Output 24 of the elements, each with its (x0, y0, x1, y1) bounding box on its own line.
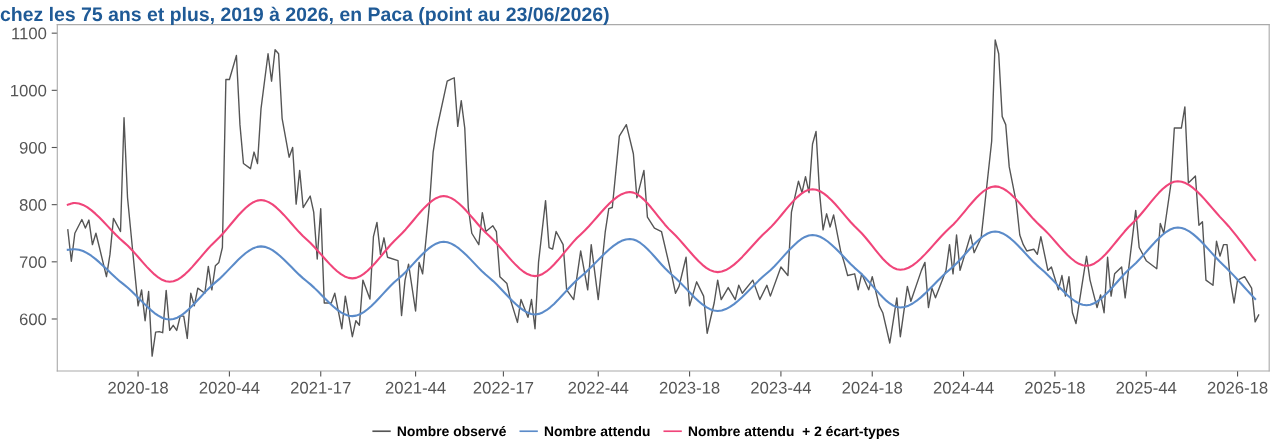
x-tick-label: 2023-18 (659, 381, 720, 394)
x-tick-label: 2025-44 (1116, 381, 1177, 394)
x-tick-label: 2026-18 (1207, 381, 1268, 394)
line-series (67, 39, 1260, 357)
chart-title: chez les 75 ans et plus, 2019 à 2026, en Paca (point au 23/06/2026) (0, 6, 609, 25)
x-tick-label: 2022-17 (473, 381, 534, 394)
y-tick-label: 1100 (12, 27, 47, 40)
x-tick-label: 2024-44 (933, 381, 994, 394)
x-tick-label: 2024-18 (842, 381, 903, 394)
x-tick-label: 2021-44 (385, 381, 446, 394)
legend-label: Nombre observé (397, 425, 506, 437)
x-tick-label: 2022-44 (568, 381, 629, 394)
legend-label: Nombre attendu (544, 426, 650, 437)
legend-label: Nombre attendu + 2 écart-types (688, 425, 900, 439)
x-tick-label: 2025-18 (1025, 381, 1085, 394)
x-tick-label: 2020-18 (108, 381, 168, 394)
y-tick-label: 1000 (11, 84, 47, 97)
x-tick-label: 2021-17 (291, 381, 351, 394)
x-tick-label: 2020-44 (199, 381, 260, 394)
y-tick-label: 900 (19, 141, 47, 154)
y-tick-label: 600 (19, 313, 47, 326)
y-tick-label: 800 (19, 199, 47, 211)
y-tick-label: 700 (19, 256, 47, 269)
x-tick-label: 2023-44 (751, 381, 812, 394)
